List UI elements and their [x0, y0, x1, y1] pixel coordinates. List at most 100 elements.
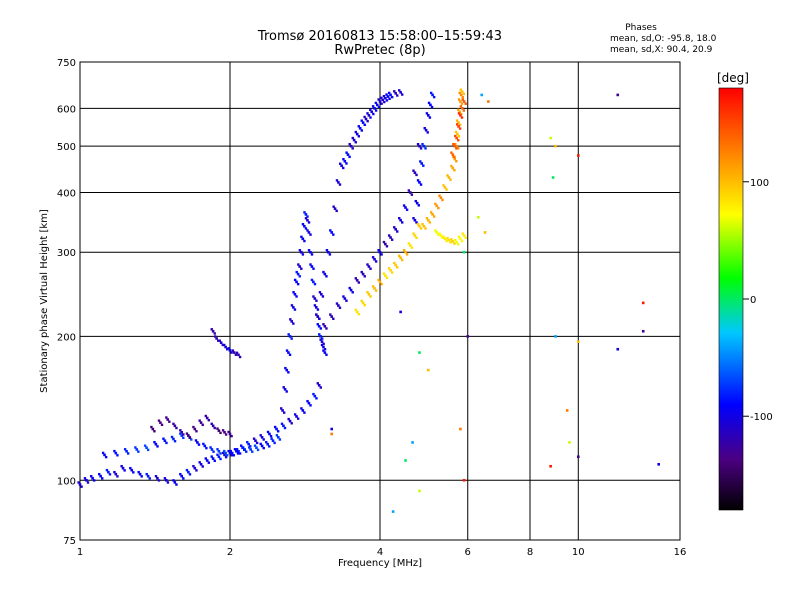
data-point: [453, 157, 457, 161]
data-point: [443, 237, 447, 241]
data-point: [460, 239, 464, 243]
data-point: [104, 455, 108, 459]
data-point: [435, 231, 439, 234]
data-point: [325, 353, 328, 356]
data-point: [197, 443, 201, 446]
data-point: [156, 476, 159, 480]
data-point: [461, 98, 464, 101]
data-point: [173, 424, 177, 428]
data-point: [459, 237, 462, 241]
data-point: [287, 333, 290, 336]
data-point: [398, 254, 401, 258]
data-point: [223, 449, 226, 453]
data-point: [135, 448, 139, 451]
data-point: [424, 147, 427, 150]
data-point: [282, 424, 285, 428]
data-point: [377, 249, 380, 252]
data-point: [90, 475, 93, 478]
data-point: [461, 95, 464, 99]
data-point: [322, 270, 325, 274]
data-point: [332, 205, 335, 208]
data-point: [240, 444, 243, 447]
data-point: [330, 427, 334, 431]
data-point: [404, 459, 407, 462]
data-point: [330, 231, 334, 234]
data-point: [366, 263, 369, 266]
data-point: [276, 430, 280, 433]
data-point: [383, 100, 386, 104]
data-point: [315, 397, 318, 400]
data-point: [185, 432, 189, 435]
data-point: [363, 115, 366, 119]
stats-o: mean, sd,O: -95.8, 18.0: [610, 34, 717, 44]
data-point: [342, 295, 345, 298]
data-point: [204, 414, 207, 418]
data-point: [398, 217, 401, 220]
data-point: [129, 466, 132, 470]
data-point: [232, 454, 235, 457]
data-point: [319, 327, 322, 330]
data-point: [93, 479, 96, 482]
data-point: [314, 306, 318, 309]
data-point: [385, 99, 389, 102]
data-point: [439, 234, 443, 237]
data-point: [126, 452, 130, 455]
data-point: [116, 475, 119, 478]
data-point: [377, 98, 380, 101]
x-tick-label: 6: [465, 547, 471, 558]
data-point: [426, 368, 430, 372]
y-tick-label: 75: [63, 536, 76, 547]
data-point: [306, 399, 309, 403]
data-point: [325, 249, 329, 252]
data-point: [285, 390, 288, 393]
data-point: [116, 454, 119, 457]
data-point: [369, 267, 372, 270]
data-point: [451, 240, 455, 243]
data-point: [224, 451, 227, 455]
data-point: [304, 217, 308, 220]
data-point: [657, 463, 660, 466]
data-point: [318, 333, 321, 336]
data-point: [230, 454, 233, 457]
data-point: [316, 323, 319, 326]
data-point: [381, 98, 384, 102]
data-point: [188, 473, 192, 476]
data-point: [371, 105, 375, 108]
data-point: [236, 452, 240, 455]
data-point: [351, 147, 354, 150]
data-point: [210, 422, 213, 426]
data-point: [404, 250, 407, 254]
data-point: [446, 174, 449, 177]
data-point: [213, 332, 216, 335]
data-point: [103, 453, 106, 457]
data-point: [233, 448, 237, 451]
data-point: [216, 448, 219, 451]
data-point: [439, 196, 443, 200]
data-point: [288, 335, 292, 338]
data-point: [454, 134, 457, 138]
data-point: [389, 93, 392, 97]
data-point: [335, 179, 339, 182]
data-point: [91, 476, 94, 480]
data-point: [221, 451, 225, 455]
data-point: [332, 317, 335, 321]
data-point: [457, 235, 461, 239]
data-point: [219, 452, 222, 455]
data-point: [301, 253, 305, 256]
data-point: [568, 441, 571, 444]
data-point: [386, 95, 390, 98]
data-point: [301, 409, 305, 412]
data-point: [260, 436, 264, 439]
data-point: [162, 437, 165, 440]
data-point: [404, 206, 407, 209]
data-point: [399, 91, 402, 94]
data-point: [173, 439, 177, 443]
data-point: [269, 434, 273, 438]
data-point: [399, 256, 402, 260]
data-point: [154, 442, 158, 446]
data-point: [165, 441, 168, 445]
data-point: [201, 465, 204, 468]
data-point: [312, 295, 315, 298]
data-point: [172, 422, 175, 426]
